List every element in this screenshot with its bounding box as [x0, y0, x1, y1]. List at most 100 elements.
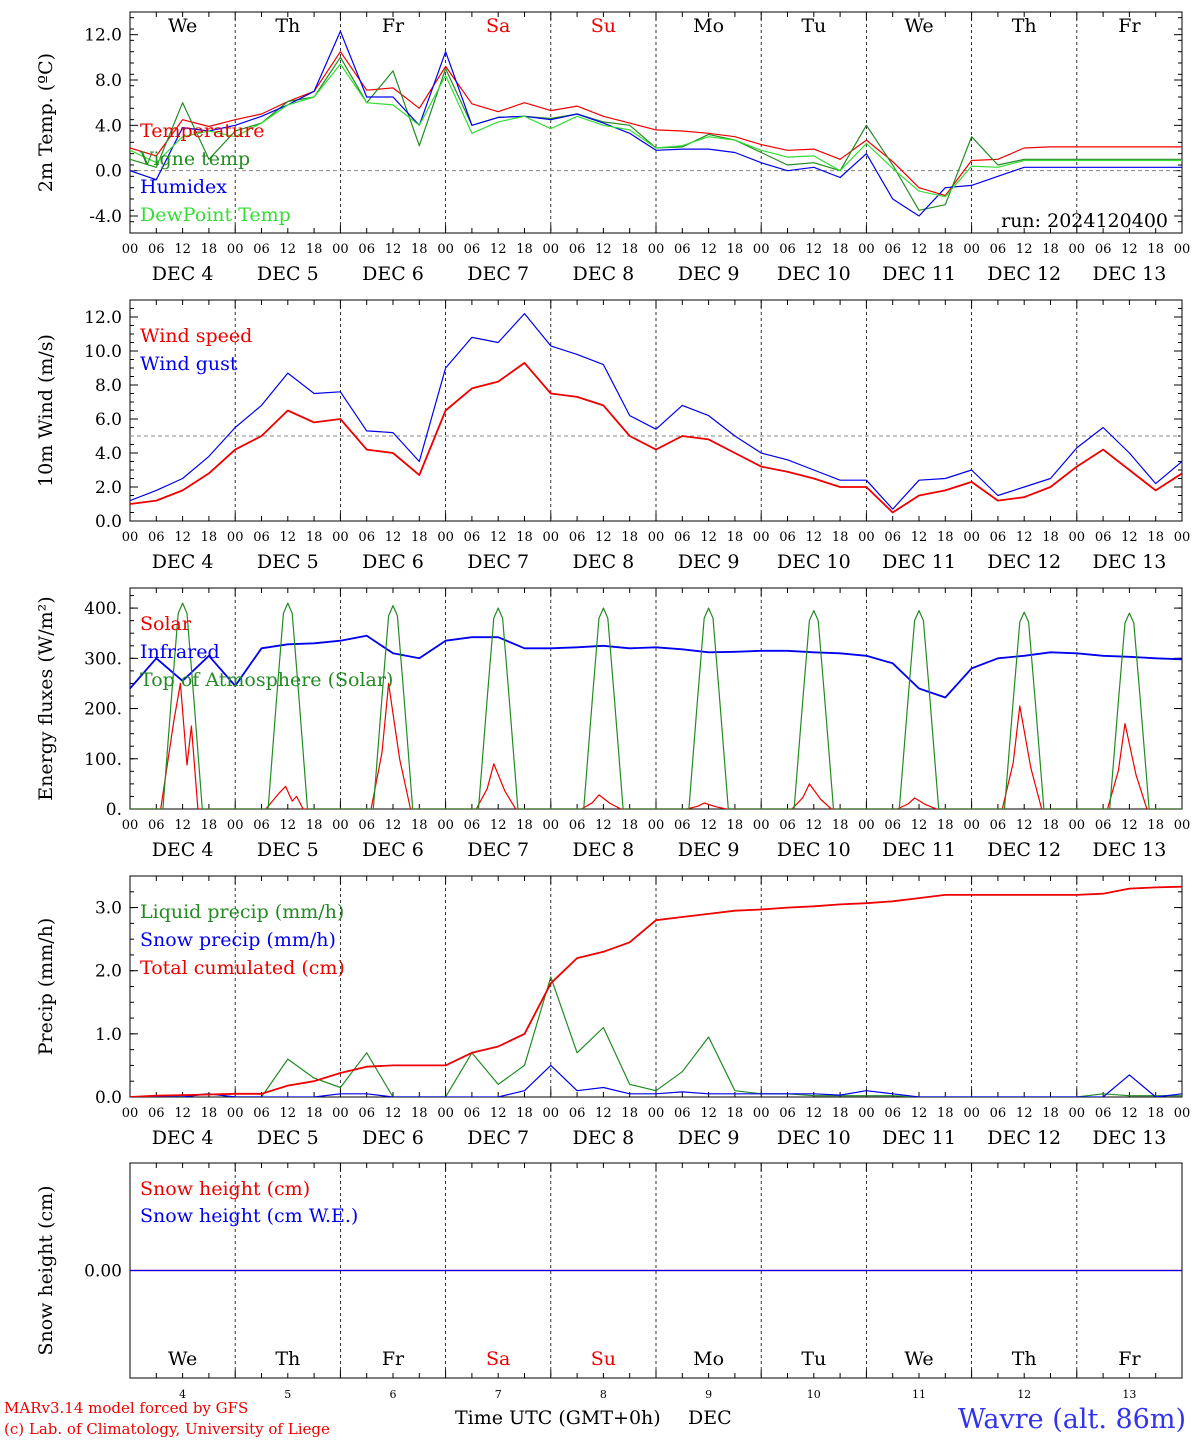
hour-tick-label: 00: [227, 1106, 244, 1121]
series-line: [130, 63, 1182, 198]
y-tick-label: 200.: [84, 700, 122, 720]
hour-tick-label: 12: [911, 530, 928, 545]
date-label: DEC 4: [152, 551, 214, 573]
hour-tick-label: 12: [911, 1106, 928, 1121]
date-label: DEC 6: [362, 263, 424, 285]
hour-tick-label: 06: [569, 242, 586, 257]
hour-tick-label: 18: [937, 530, 954, 545]
series-line: [130, 1064, 1182, 1097]
day-number: 7: [495, 1388, 502, 1401]
hour-tick-label: 18: [201, 1106, 218, 1121]
hour-tick-label: 12: [280, 1106, 297, 1121]
hour-tick-label: 18: [1042, 242, 1059, 257]
hour-tick-label: 18: [621, 530, 638, 545]
hour-tick-label: 12: [700, 1106, 717, 1121]
date-label: DEC 10: [777, 551, 851, 573]
hour-tick-label: 18: [1147, 530, 1164, 545]
date-label: DEC 8: [573, 1127, 635, 1149]
x-axis-month: DEC: [688, 1407, 732, 1429]
date-label: DEC 10: [777, 1127, 851, 1149]
weekday-label: Mo: [693, 15, 724, 37]
hour-tick-label: 06: [1095, 1106, 1112, 1121]
series-line: [130, 51, 1182, 197]
hour-tick-label: 18: [306, 242, 323, 257]
hour-tick-label: 18: [937, 242, 954, 257]
y-tick-label: 8.0: [95, 71, 122, 91]
series-group: [130, 602, 1182, 809]
hour-tick-label: 18: [516, 818, 533, 833]
hour-tick-label: 12: [280, 530, 297, 545]
y-tick-label: 300.: [84, 649, 122, 669]
y-tick-label: 100.: [84, 750, 122, 770]
hour-tick-label: 06: [779, 818, 796, 833]
hour-tick-label: 12: [806, 1106, 823, 1121]
hour-tick-label: 06: [148, 1106, 165, 1121]
hour-tick-label: 00: [753, 1106, 770, 1121]
hour-tick-label: 18: [201, 242, 218, 257]
legend-entry: Snow height (cm): [140, 1178, 310, 1200]
date-label: DEC 7: [467, 551, 529, 573]
date-label: DEC 5: [257, 551, 319, 573]
date-label: DEC 12: [987, 1127, 1061, 1149]
date-label: DEC 7: [467, 839, 529, 861]
panel-1: 12.0 8.0 4.0 0.0 -4.0 2m Temp. (ºC) We Th Fr Sa Su…: [35, 11, 1191, 285]
hour-tick-label: 12: [280, 818, 297, 833]
run-annotation: run: 2024120400: [1001, 210, 1168, 232]
hour-tick-label: 06: [990, 1106, 1007, 1121]
hour-tick-label: 06: [779, 530, 796, 545]
date-label: DEC 5: [257, 263, 319, 285]
hour-tick-label: 06: [464, 242, 481, 257]
y-tick-label: 400.: [84, 599, 122, 619]
date-label: DEC 4: [152, 839, 214, 861]
hour-tick-label: 12: [595, 1106, 612, 1121]
date-label: DEC 7: [467, 1127, 529, 1149]
hour-tick-label: 00: [858, 818, 875, 833]
hour-tick-label: 12: [174, 530, 191, 545]
hour-tick-label: 00: [648, 1106, 665, 1121]
hour-tick-label: 18: [1147, 242, 1164, 257]
hour-tick-label: 06: [884, 530, 901, 545]
hour-tick-label: 00: [1174, 242, 1191, 257]
hour-tick-label: 12: [595, 530, 612, 545]
hour-tick-label: 18: [832, 1106, 849, 1121]
hour-tick-label: 12: [1016, 530, 1033, 545]
hour-tick-label: 00: [648, 530, 665, 545]
hour-tick-label: 18: [1147, 1106, 1164, 1121]
hour-tick-label: 00: [753, 242, 770, 257]
hour-tick-label: 06: [148, 530, 165, 545]
date-label: DEC 11: [882, 1127, 956, 1149]
hour-tick-label: 18: [1042, 530, 1059, 545]
hour-tick-label: 12: [595, 242, 612, 257]
hour-tick-label: 00: [648, 818, 665, 833]
hour-tick-label: 12: [700, 818, 717, 833]
date-label: DEC 10: [777, 839, 851, 861]
date-label: DEC 9: [678, 263, 740, 285]
hour-tick-label: 18: [621, 1106, 638, 1121]
legend-entry: Snow precip (mm/h): [140, 929, 336, 951]
hour-tick-label: 18: [1042, 1106, 1059, 1121]
hour-tick-label: 00: [332, 242, 349, 257]
date-label: DEC 6: [362, 1127, 424, 1149]
hour-tick-label: 12: [911, 242, 928, 257]
hour-tick-label: 00: [858, 1106, 875, 1121]
legend-entry: Top of Atmosphere (Solar): [140, 669, 393, 691]
legend-entry: Temperature: [140, 120, 264, 142]
legend-entry: Vigne temp: [139, 148, 250, 170]
hour-tick-label: 18: [832, 818, 849, 833]
hour-tick-label: 00: [858, 530, 875, 545]
weekday-label: Th: [275, 15, 300, 37]
hour-tick-label: 00: [437, 1106, 454, 1121]
hour-tick-label: 00: [332, 818, 349, 833]
hour-tick-label: 00: [122, 1106, 139, 1121]
panel-2: 12.0 10.0 8.0 6.0 4.0 2.0 0.0 10m Wind (m/s) 00 0…: [35, 299, 1190, 573]
hour-tick-label: 06: [1095, 818, 1112, 833]
hour-tick-label: 06: [358, 530, 375, 545]
hour-tick-label: 12: [806, 818, 823, 833]
weekday-label: Tu: [801, 15, 826, 37]
weekday-label: Su: [591, 1348, 616, 1370]
hour-tick-label: 06: [990, 818, 1007, 833]
hour-tick-label: 00: [437, 530, 454, 545]
weekday-label: Sa: [486, 1348, 510, 1370]
hour-tick-label: 12: [490, 1106, 507, 1121]
hour-tick-label: 00: [332, 530, 349, 545]
